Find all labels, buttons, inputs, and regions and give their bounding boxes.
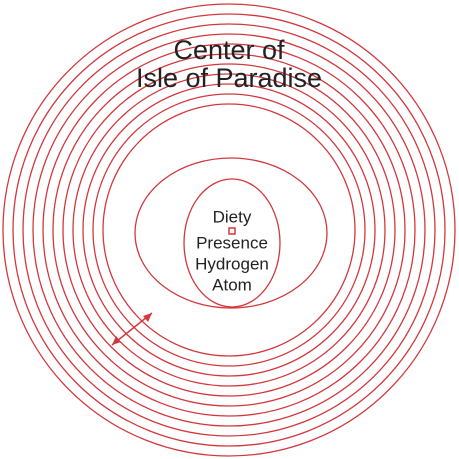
title-line: Isle of Paradise — [136, 63, 322, 93]
ring — [102, 103, 356, 357]
ring — [62, 63, 396, 397]
center-label: Diety — [213, 207, 252, 226]
center-label: Presence — [196, 233, 268, 252]
ring — [22, 23, 436, 437]
nucleus — [228, 227, 236, 235]
ring — [42, 43, 416, 417]
inner-ring — [183, 178, 281, 308]
arrow — [111, 312, 153, 346]
rings — [2, 3, 456, 457]
ring — [52, 53, 406, 407]
title-line: Center of — [173, 35, 285, 65]
center-label: Hydrogen — [195, 254, 269, 273]
center-label: Atom — [212, 275, 252, 294]
ring — [32, 33, 426, 427]
ring — [82, 83, 376, 377]
ring — [2, 3, 456, 457]
ring — [72, 73, 386, 387]
ring — [92, 93, 366, 367]
ring — [12, 13, 446, 447]
ring — [134, 157, 328, 309]
